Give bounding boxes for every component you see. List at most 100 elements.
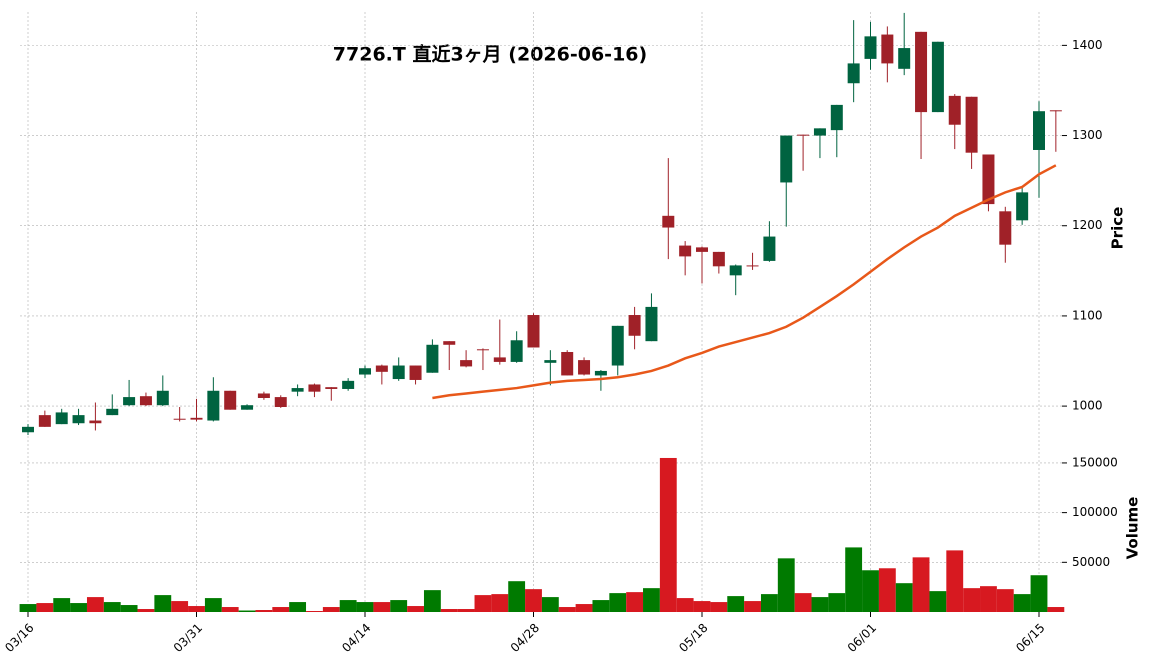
volume-bar: [306, 611, 323, 612]
volume-bar: [86, 597, 104, 612]
candle-body: [443, 341, 456, 345]
candle-body: [510, 340, 523, 362]
volume-bar: [558, 607, 576, 612]
volume-bar: [103, 602, 121, 612]
volume-tick-label: 50000: [1072, 555, 1110, 569]
volume-bar: [491, 594, 509, 612]
candle-body: [594, 370, 607, 376]
volume-bar: [525, 589, 542, 612]
x-tick-label: 06/15: [1013, 621, 1047, 655]
volume-bar: [289, 602, 307, 612]
x-tick-label: 05/18: [676, 621, 710, 655]
candle-body: [476, 349, 489, 351]
volume-bar: [53, 598, 71, 612]
volume-bar: [710, 602, 728, 612]
candle-body: [106, 408, 119, 416]
volume-bar: [929, 591, 947, 612]
candle-body: [931, 41, 944, 113]
candle-body: [308, 384, 321, 392]
candle-body: [55, 412, 68, 425]
volume-bar: [272, 607, 290, 612]
candle-body: [207, 390, 220, 421]
volume-bar: [676, 598, 694, 612]
volume-bar: [373, 602, 391, 612]
candle-body: [864, 36, 877, 59]
volume-bar: [862, 570, 879, 612]
volume-bar: [828, 593, 846, 612]
candle-body: [257, 393, 270, 398]
volume-bar: [845, 547, 863, 612]
candle-body: [224, 390, 237, 410]
x-tick-label: 06/01: [845, 621, 879, 655]
candle-body: [493, 357, 506, 362]
candle-body: [38, 415, 51, 427]
x-tick-label: 04/14: [339, 621, 373, 655]
candle-body: [696, 247, 708, 252]
candle-body: [965, 96, 978, 153]
volume-bar: [36, 603, 54, 612]
volume-bar: [171, 601, 189, 612]
volume-bar: [339, 600, 357, 612]
volume-bar: [996, 589, 1014, 612]
volume-bar: [407, 606, 424, 612]
volume-bar: [154, 595, 172, 612]
volume-bar: [963, 588, 981, 612]
candle-body: [22, 426, 34, 433]
candle-body: [123, 397, 136, 406]
volume-bar: [592, 600, 610, 612]
candle-body: [460, 360, 473, 367]
volume-bar: [255, 610, 273, 612]
volume-bar: [777, 558, 795, 612]
volume-bar: [188, 606, 205, 612]
candle-body: [881, 34, 894, 64]
candle-body: [375, 365, 388, 372]
volume-bar: [659, 457, 677, 612]
volume-bar: [643, 588, 660, 612]
volume-bar: [878, 568, 896, 612]
y-tick-label: 1300: [1072, 128, 1103, 142]
volume-bar: [137, 609, 155, 612]
volume-bar: [727, 596, 745, 612]
volume-bar: [120, 605, 138, 612]
volume-bar: [1013, 594, 1031, 612]
volume-bar: [440, 609, 458, 612]
y-axis-label: Price: [1109, 207, 1127, 250]
volume-bar: [474, 595, 492, 612]
volume-bar: [912, 557, 930, 612]
volume-bar: [980, 586, 997, 612]
candle-body: [291, 388, 304, 392]
candle-body: [847, 63, 860, 84]
volume-bar: [204, 598, 222, 612]
candle-body: [274, 397, 287, 408]
y-tick-label: 1100: [1072, 308, 1103, 322]
candle-body: [578, 360, 591, 375]
candle-body: [898, 48, 911, 69]
candle-body: [173, 418, 186, 420]
candle-body: [797, 134, 810, 136]
candle-body: [359, 368, 371, 375]
candle-body: [813, 128, 826, 136]
candle-body: [1049, 110, 1062, 112]
volume-bar: [946, 550, 964, 612]
volume-bar: [794, 593, 812, 612]
volume-bar: [575, 604, 593, 612]
volume-bar: [457, 609, 475, 612]
y-tick-label: 1000: [1072, 399, 1103, 413]
candle-body: [662, 215, 675, 228]
candle-body: [830, 104, 843, 131]
chart-title: 7726.T 直近3ヶ月 (2026-06-16): [333, 43, 647, 66]
candle-body: [561, 351, 574, 376]
volume-bar: [423, 590, 441, 612]
volume-bar: [508, 581, 526, 612]
x-tick-label: 04/28: [508, 621, 542, 655]
volume-bar: [322, 607, 340, 612]
candle-body: [342, 380, 355, 389]
volume-tick-label: 150000: [1072, 455, 1118, 469]
volume-bar: [811, 597, 829, 612]
candle-body: [325, 387, 338, 389]
candle-body: [712, 251, 725, 267]
candle-body: [241, 405, 254, 410]
y-tick-label: 1200: [1072, 218, 1103, 232]
volume-bar: [70, 603, 87, 612]
